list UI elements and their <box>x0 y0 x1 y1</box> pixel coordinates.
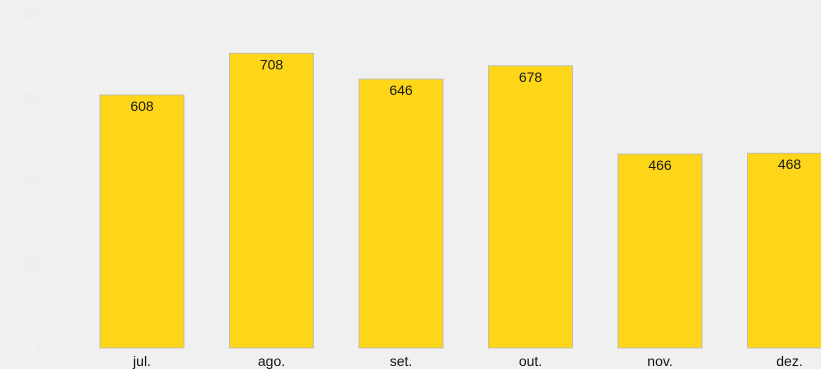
x-tick-label: nov. <box>647 353 672 369</box>
y-axis: 0 200 400 600 800 <box>22 7 44 356</box>
bar <box>358 78 444 349</box>
x-axis: jul. ago. set. out. nov. dez. <box>132 353 803 369</box>
y-tick-label: 800 <box>22 7 44 22</box>
bar-value-label: 468 <box>778 156 802 172</box>
x-tick-label: dez. <box>776 353 802 369</box>
x-tick-label: set. <box>390 353 413 369</box>
bar <box>617 153 703 349</box>
y-tick-label: 600 <box>22 90 44 105</box>
y-tick-label: 400 <box>22 174 44 189</box>
bar <box>229 52 314 349</box>
bar-value-label: 678 <box>519 69 543 85</box>
data-labels: 608 708 646 678 466 468 <box>130 56 801 173</box>
y-tick-label: 0 <box>37 340 44 355</box>
x-tick-label: out. <box>519 353 542 369</box>
bar-value-label: 708 <box>260 56 284 72</box>
bar <box>488 65 573 349</box>
bar-series <box>99 52 821 349</box>
x-tick-label: ago. <box>258 353 285 369</box>
x-tick-label: jul. <box>132 353 151 369</box>
bar-value-label: 646 <box>389 82 413 98</box>
bar-value-label: 608 <box>130 98 154 114</box>
bar-value-label: 466 <box>648 157 672 173</box>
y-tick-label: 200 <box>22 257 44 272</box>
bar <box>747 152 821 349</box>
bar <box>99 94 185 349</box>
